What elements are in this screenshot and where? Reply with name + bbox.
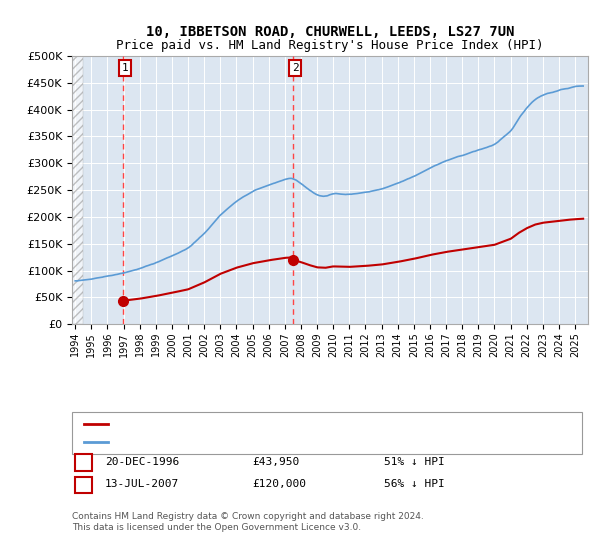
Text: 2: 2 [80,479,87,489]
Text: £43,950: £43,950 [252,457,299,467]
Text: 1: 1 [80,457,87,467]
Text: 13-JUL-2007: 13-JUL-2007 [105,479,179,489]
Text: 2: 2 [292,63,298,73]
Text: 10, IBBETSON ROAD, CHURWELL, LEEDS, LS27 7UN: 10, IBBETSON ROAD, CHURWELL, LEEDS, LS27… [146,25,514,39]
Text: 20-DEC-1996: 20-DEC-1996 [105,457,179,467]
Text: £120,000: £120,000 [252,479,306,489]
Text: 10, IBBETSON ROAD, CHURWELL, LEEDS, LS27 7UN (detached house): 10, IBBETSON ROAD, CHURWELL, LEEDS, LS27… [113,419,494,429]
Text: 56% ↓ HPI: 56% ↓ HPI [384,479,445,489]
Text: HPI: Average price, detached house, Leeds: HPI: Average price, detached house, Leed… [113,437,369,447]
Text: Contains HM Land Registry data © Crown copyright and database right 2024.
This d: Contains HM Land Registry data © Crown c… [72,512,424,532]
Text: Price paid vs. HM Land Registry's House Price Index (HPI): Price paid vs. HM Land Registry's House … [116,39,544,52]
Text: 51% ↓ HPI: 51% ↓ HPI [384,457,445,467]
Bar [72,56,83,324]
Text: 1: 1 [121,63,128,73]
